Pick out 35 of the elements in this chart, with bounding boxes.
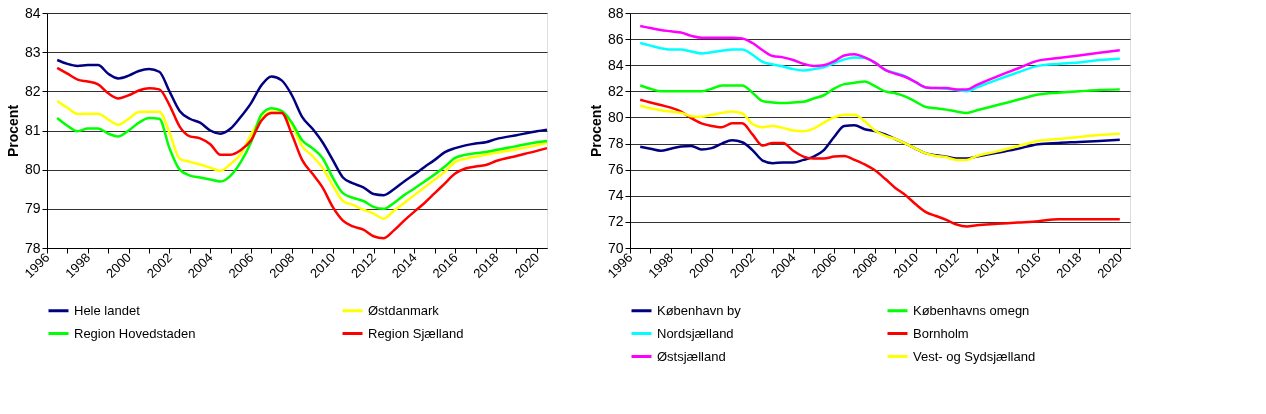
y-tick-label: 70 — [607, 239, 624, 256]
y-tick-label: 80 — [607, 108, 624, 125]
legend-label: Vest- og Sydsjælland — [913, 348, 1036, 364]
y-tick-label: 82 — [607, 82, 624, 99]
legend-label: København by — [657, 302, 742, 318]
y-tick-label: 81 — [24, 122, 41, 138]
line-series — [638, 24, 1122, 91]
y-tick-label: 78 — [607, 135, 624, 152]
y-tick-label: 83 — [24, 43, 41, 60]
y-tick-label: 72 — [607, 213, 624, 230]
y-tick-label: 84 — [607, 56, 624, 73]
y-axis-title: Procent — [587, 104, 604, 158]
legend-label: Østdanmark — [368, 302, 440, 318]
y-tick-label: 88 — [607, 4, 624, 21]
line-series — [638, 98, 1122, 228]
line-series — [55, 58, 547, 197]
legend-label: Bornholm — [913, 325, 969, 341]
legend-label: Hele landet — [74, 302, 141, 318]
line-series — [638, 80, 1122, 115]
y-tick-label: 82 — [24, 82, 41, 99]
y-tick-label: 86 — [607, 30, 624, 47]
legend-label: Region Sjælland — [368, 325, 464, 341]
y-tick-label: 74 — [607, 187, 624, 204]
legend-label: Københavns omegn — [913, 302, 1030, 318]
line-series — [55, 66, 547, 240]
y-tick-label: 80 — [24, 161, 41, 178]
line-series — [638, 104, 1122, 162]
y-tick-label: 79 — [24, 200, 41, 217]
legend-label: Nordsjælland — [657, 325, 734, 341]
legend-label: Region Hovedstaden — [74, 325, 196, 341]
y-tick-label: 84 — [24, 4, 41, 21]
legend-label: Østsjælland — [657, 348, 726, 364]
y-tick-label: 76 — [607, 161, 624, 178]
y-tick-label: 78 — [24, 239, 41, 256]
y-axis-title: Procent — [4, 104, 21, 158]
